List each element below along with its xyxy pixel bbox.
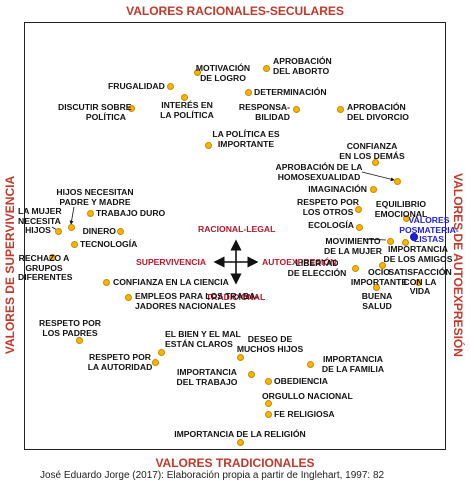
label-importancia-religion: IMPORTANCIA DE LA RELIGIÓN: [174, 429, 306, 439]
label-buena-salud: BUENA SALUD: [361, 291, 393, 311]
leader-homosexualidad: [361, 171, 395, 182]
label-ocio-importante: OCIO IMPORTANTE: [350, 267, 408, 287]
dot-aprobacion-homosexualidad: [393, 177, 401, 185]
label-interes-politica: INTERÉS EN LA POLÍTICA: [160, 100, 214, 120]
label-tecnologia: TECNOLOGÍA: [80, 239, 138, 249]
dot-confianza-ciencia: [102, 278, 110, 286]
dot-importancia-trabajo: [247, 370, 255, 378]
label-aprobacion-homosexualidad: APROBACIÓN DE LA HOMOSEXUALIDAD: [275, 162, 363, 182]
dot-politica-importante: [204, 141, 212, 149]
label-orgullo-nacional: ORGULLO NACIONAL: [262, 391, 353, 401]
label-dinero: DINERO: [82, 226, 116, 236]
dot-fe-religiosa: [264, 410, 272, 418]
label-imaginacion: IMAGINACIÓN: [308, 184, 367, 194]
label-determinacion: DETERMINACIÓN: [254, 87, 327, 97]
dot-importancia-religion: [236, 438, 244, 446]
center-label-autoexpresion: AUTOEXPRESIÓN: [262, 257, 337, 267]
axis-title-top: VALORES RACIONALES-SECULARES: [126, 4, 344, 18]
label-obediencia: OBEDIENCIA: [274, 376, 328, 386]
dot-bien-mal: [157, 348, 165, 356]
dot-libertad-eleccion: [351, 264, 359, 272]
dot-respeto-padres: [75, 336, 83, 344]
dot-imaginacion: [369, 185, 377, 193]
label-respeto-padres: RESPETO POR LOS PADRES: [39, 318, 101, 338]
dot-trabajo-duro: [86, 209, 94, 217]
dot-valores-posmaterialistas: [410, 233, 418, 241]
dot-empleos-nacionales: [124, 293, 132, 301]
source-caption: José Eduardo Jorge (2017): Elaboración p…: [40, 470, 385, 481]
label-confianza-demas: CONFIANZA EN LOS DEMÁS: [339, 141, 405, 161]
label-empleos-nacionales: EMPLEOS PARA LOS TRABA- JADORES NACIONALE…: [135, 291, 259, 311]
label-movimiento-mujer: MOVIMIENTO DE LA MUJER: [324, 236, 382, 256]
label-respeto-autoridad: RESPETO POR LA AUTORIDAD: [87, 352, 153, 372]
label-motivacion-logro: MOTIVACIÓN DE LOGRO: [195, 63, 251, 83]
dot-rechazo-grupos: [48, 253, 56, 261]
dot-importancia-amigos: [401, 238, 409, 246]
label-importancia-trabajo: IMPORTANCIA DEL TRABAJO: [176, 367, 238, 387]
label-politica-importante: LA POLÍTICA ES IMPORTANTE: [212, 129, 280, 149]
dot-ecologia: [355, 223, 363, 231]
center-label-racional-legal: RACIONAL-LEGAL: [198, 224, 276, 234]
label-respeto-otros: RESPETO POR LOS OTROS: [297, 197, 359, 217]
dot-tecnologia: [70, 240, 78, 248]
label-hijos-padre-madre: HIJOS NECESITAN PADRE Y MADRE: [56, 187, 134, 207]
label-bien-mal: EL BIEN Y EL MAL ESTÁN CLAROS: [165, 329, 241, 349]
label-ecologia: ECOLOGÍA: [308, 220, 354, 230]
dot-aprobacion-aborto: [262, 64, 270, 72]
label-equilibrio-emocional: EQUILIBRIO EMOCIONAL: [374, 199, 428, 219]
label-deseo-hijos: DESEO DE MUCHOS HIJOS: [236, 334, 304, 354]
dot-discutir-politica: [127, 104, 135, 112]
dot-dinero: [116, 227, 124, 235]
dot-respeto-otros: [354, 205, 362, 213]
dot-aprobacion-divorcio: [336, 105, 344, 113]
dot-satisfaccion-vida: [414, 278, 422, 286]
label-frugalidad: FRUGALIDAD: [108, 81, 165, 91]
dot-interes-politica: [180, 93, 188, 101]
axis-title-bottom: VALORES TRADICIONALES: [155, 456, 315, 470]
dot-ocio-importante: [378, 261, 386, 269]
label-aprobacion-aborto: APROBACIÓN DEL ABORTO: [273, 56, 332, 76]
label-confianza-ciencia: CONFIANZA EN LA CIENCIA: [113, 277, 229, 287]
dot-hijos-padre-madre: [67, 223, 75, 231]
label-mujer-hijos: LA MUJER NECESITA HIJOS: [18, 206, 62, 236]
dot-mujer-hijos: [54, 227, 62, 235]
leader-hijos-padre: [69, 206, 75, 225]
label-valores-posmaterialistas: VALORES POSMATERIA- LISTAS: [399, 215, 459, 245]
label-aprobacion-divorcio: APROBACIÓN DEL DIVORCIO: [347, 102, 409, 122]
dot-responsabilidad: [292, 105, 300, 113]
dot-deseo-hijos: [236, 353, 244, 361]
dot-determinacion: [244, 88, 252, 96]
dot-orgullo-nacional: [264, 399, 272, 407]
label-trabajo-duro: TRABAJO DURO: [96, 208, 166, 218]
center-label-tradicional: TRADICIONAL: [206, 292, 266, 302]
dot-frugalidad: [166, 82, 174, 90]
label-fe-religiosa: FE RELIGIOSA: [274, 409, 335, 419]
label-responsabilidad: RESPONSA- BILIDAD: [238, 102, 290, 122]
dot-confianza-demas: [371, 158, 379, 166]
label-satisfaccion-vida: SATISFACCIÓN CON LA VIDA: [388, 267, 452, 297]
center-label-supervivencia: SUPERVIVENCIA: [136, 257, 207, 267]
dot-obediencia: [264, 377, 272, 385]
dot-respeto-autoridad: [151, 358, 159, 366]
leader-movimiento-mujer: [362, 238, 387, 241]
dot-importancia-familia: [306, 360, 314, 368]
label-rechazo-grupos: RECHAZO A GRUPOS DIFERENTES: [18, 253, 73, 283]
chart-frame: [24, 22, 446, 450]
dot-movimiento-mujer: [386, 237, 394, 245]
dot-buena-salud: [372, 283, 380, 291]
label-importancia-familia: IMPORTANCIA DE LA FAMILIA: [321, 354, 385, 374]
dot-motivacion-logro: [193, 68, 201, 76]
label-libertad-eleccion: LIBERTAD DE ELECCIÓN: [287, 258, 347, 278]
label-importancia-amigos: IMPORTANCIA DE LOS AMIGOS: [383, 244, 453, 264]
label-discutir-politica: DISCUTIR SOBRE POLÍTICA: [58, 102, 132, 122]
dot-equilibrio-emocional: [402, 214, 410, 222]
